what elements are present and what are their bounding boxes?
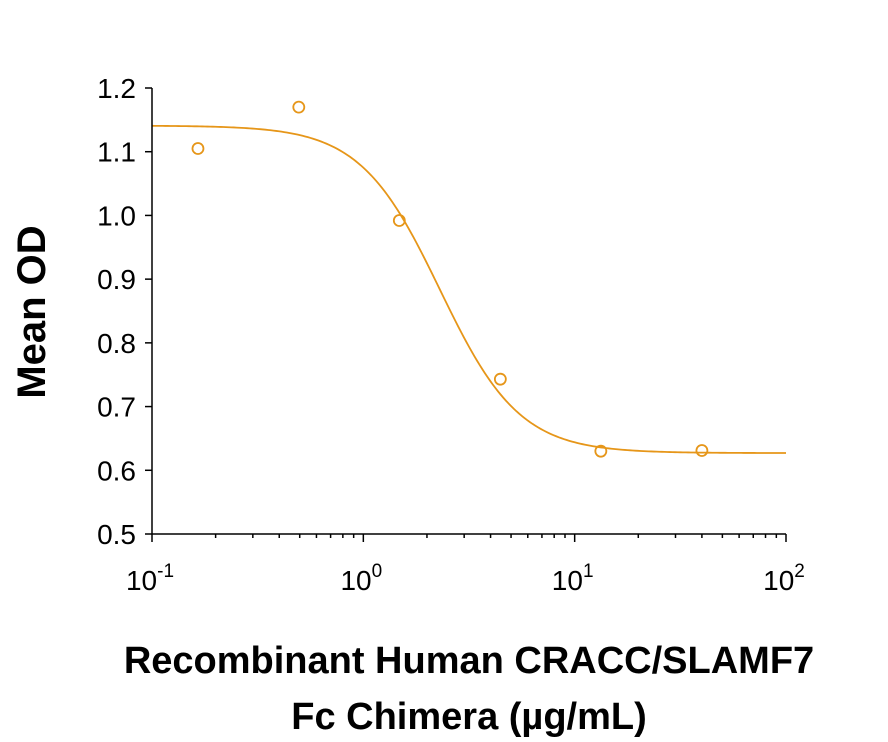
x-tick-label-exponent: -1 [157, 561, 174, 582]
x-axis-title-line-2: Fc Chimera (µg/mL) [291, 696, 647, 738]
data-point [392, 214, 406, 227]
x-tick-label-base: 10 [340, 565, 371, 596]
x-tick-label: 100 [340, 561, 382, 596]
data-point [695, 444, 709, 457]
x-tick-label-exponent: 2 [794, 561, 805, 582]
y-tick-label: 1.1 [97, 137, 136, 168]
y-tick-label: 0.7 [97, 392, 136, 423]
x-axis-title-line-1: Recombinant Human CRACC/SLAMF7 [124, 640, 814, 682]
y-axis-title: Mean OD [10, 225, 54, 398]
x-tick-label-base: 10 [126, 565, 157, 596]
data-points [191, 100, 709, 458]
y-ticks [145, 87, 152, 535]
data-point [191, 142, 205, 155]
x-tick-label-base: 10 [763, 565, 794, 596]
y-tick-labels: 0.5 0.6 0.7 0.8 0.9 1.0 1.1 1.2 [97, 73, 136, 550]
x-tick-label: 101 [552, 561, 594, 596]
data-point [594, 444, 608, 458]
plot-area [151, 100, 787, 458]
y-tick-label: 1.0 [97, 200, 136, 231]
data-point [493, 372, 507, 386]
x-tick-labels: 10-1 100 101 102 [126, 561, 805, 596]
data-point [292, 100, 306, 114]
x-tick-label-base: 10 [552, 565, 583, 596]
x-tick-label-exponent: 1 [583, 561, 594, 582]
x-tick-label-exponent: 0 [372, 561, 383, 582]
y-tick-label: 0.6 [97, 455, 136, 486]
y-tick-label: 0.9 [97, 264, 136, 295]
x-ticks [151, 534, 787, 542]
y-tick-label: 1.2 [97, 73, 136, 104]
fit-curve [151, 124, 787, 454]
y-tick-label: 0.5 [97, 519, 136, 550]
x-tick-label: 10-1 [126, 561, 174, 596]
x-tick-label: 102 [763, 561, 805, 596]
y-tick-label: 0.8 [97, 328, 136, 359]
